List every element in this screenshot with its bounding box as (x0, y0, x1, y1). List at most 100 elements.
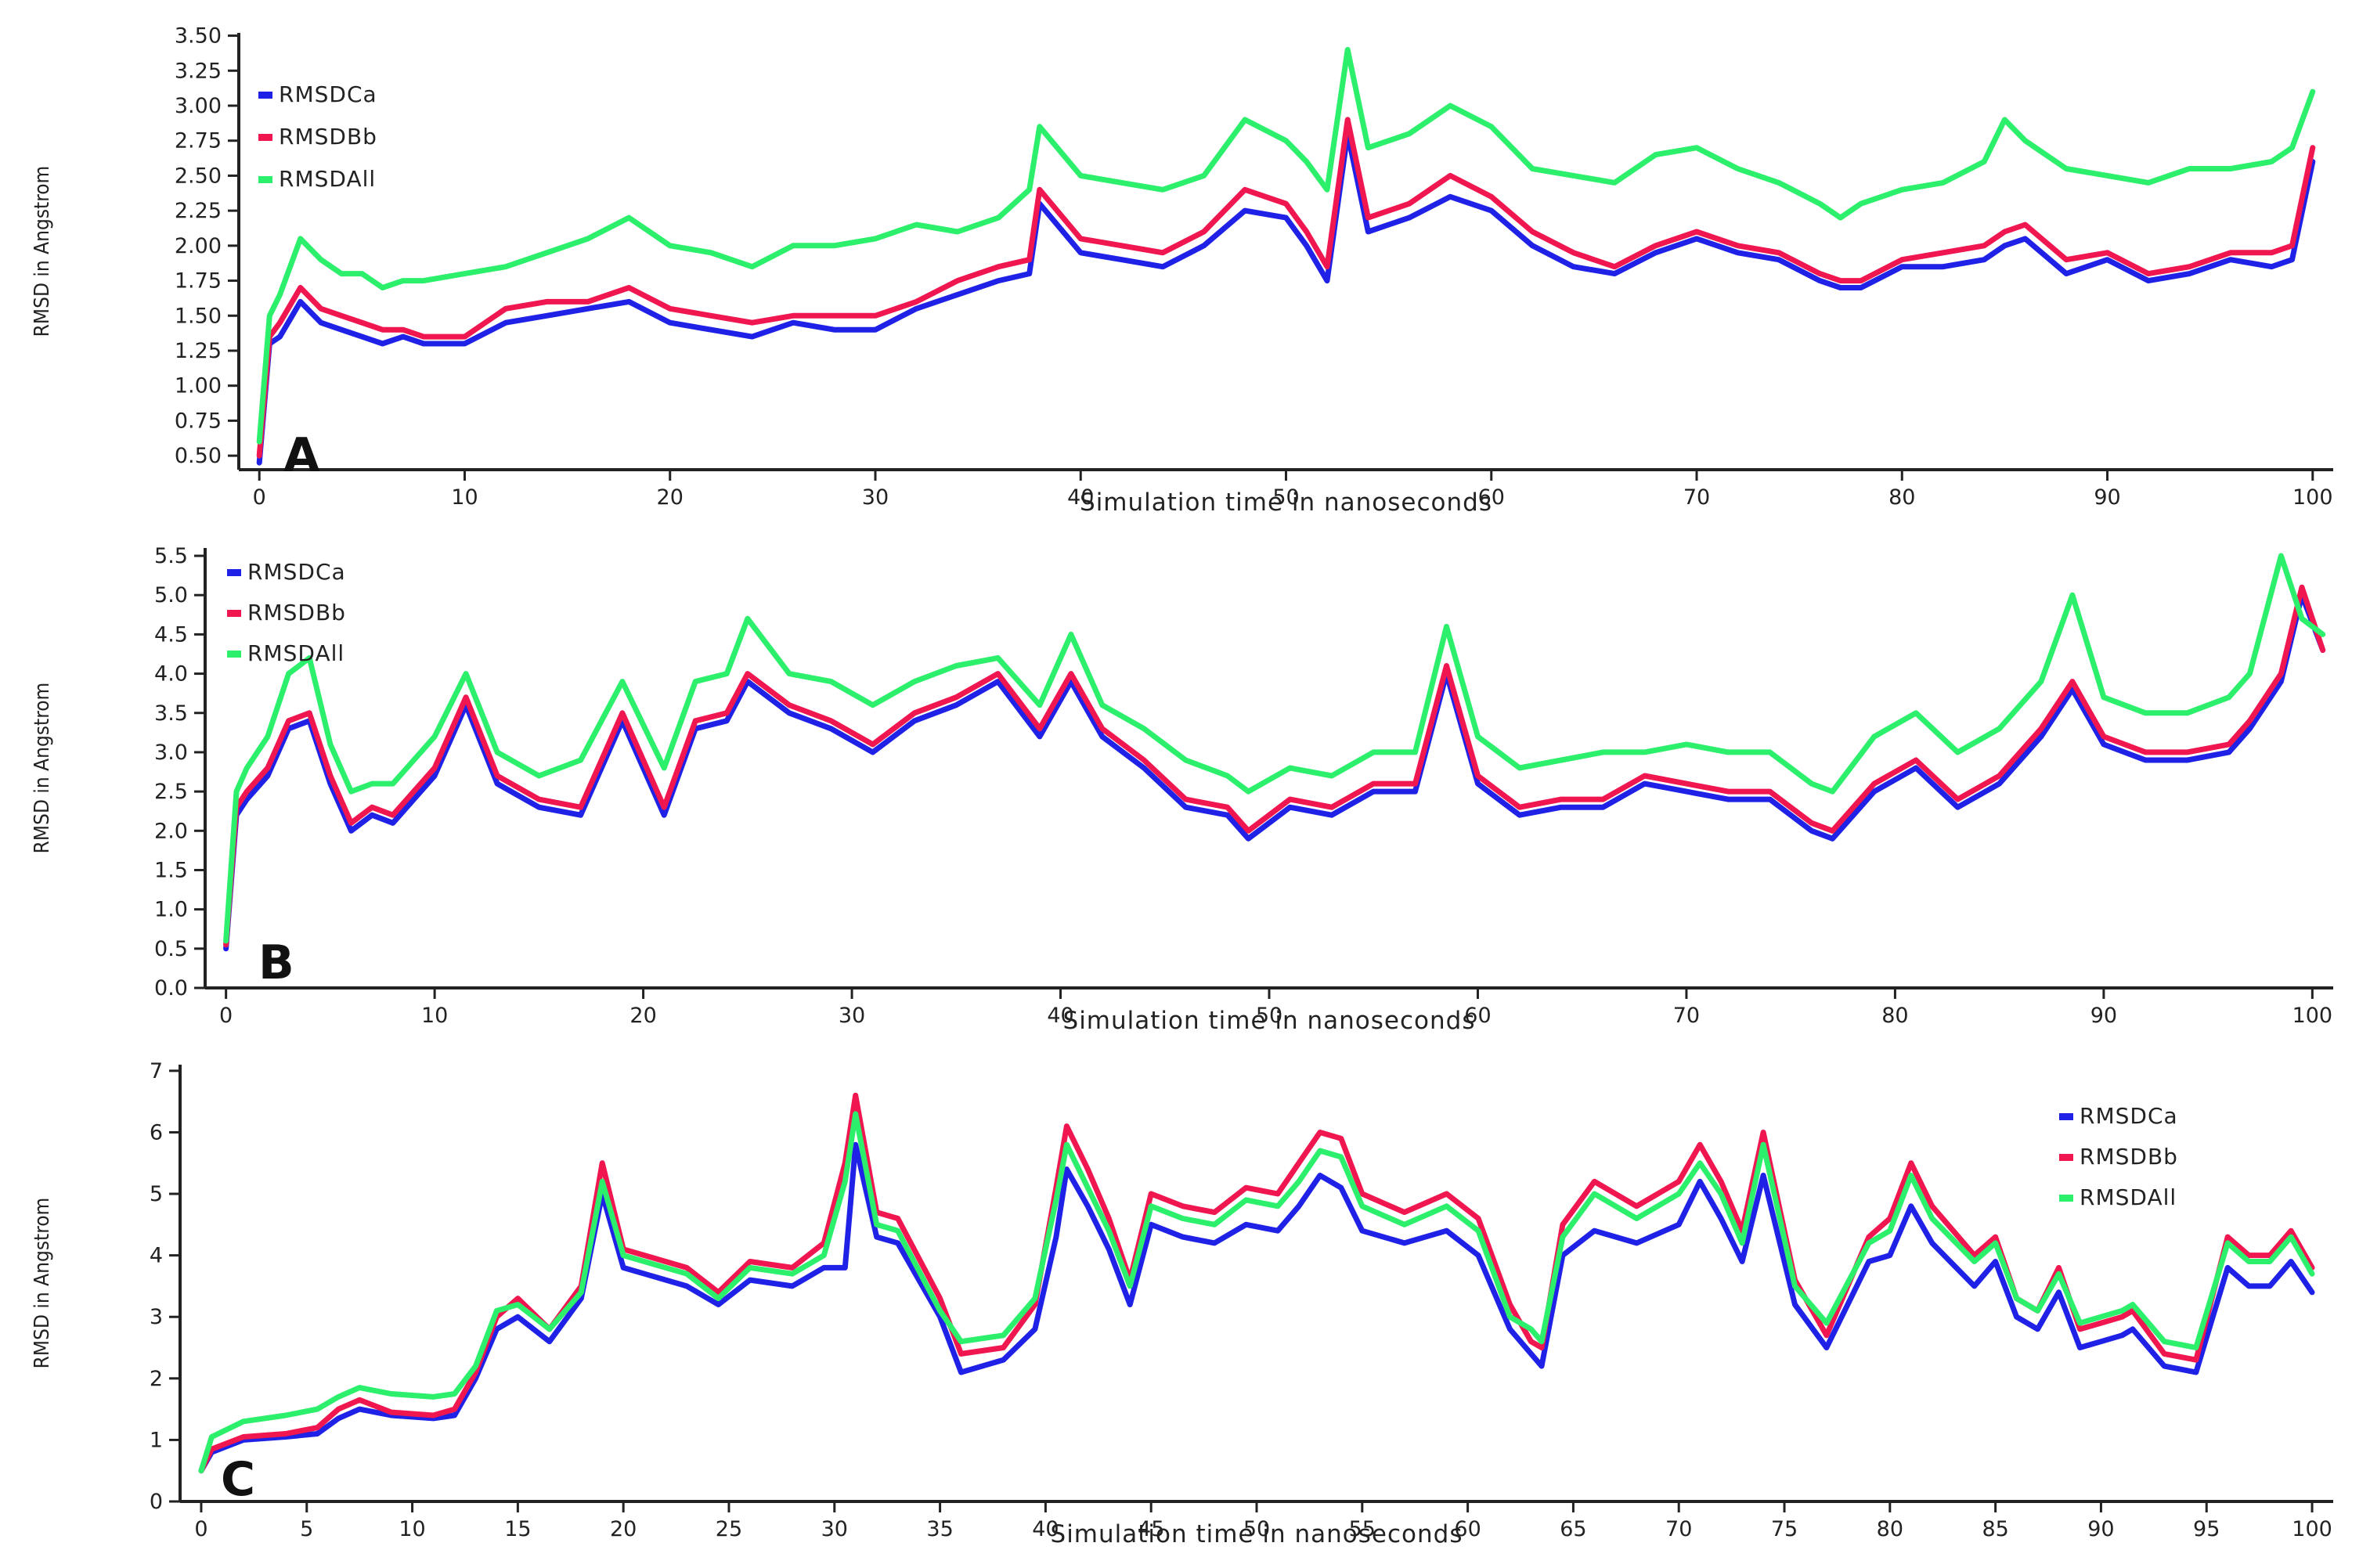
legend-swatch-rmsdca (227, 569, 241, 576)
y-axis-title: RMSD in Angstrom (31, 683, 54, 854)
x-tick-label: 80 (1877, 1517, 1903, 1541)
x-tick-label: 50 (1243, 1517, 1270, 1541)
x-tick-label: 0 (194, 1517, 207, 1541)
y-tick-label: 6 (150, 1120, 163, 1144)
x-tick-label: 45 (1138, 1517, 1164, 1541)
x-tick-label: 90 (2090, 1004, 2117, 1028)
y-axis-title: RMSD in Angstrom (31, 1198, 54, 1369)
y-tick-label: 1.00 (175, 374, 222, 398)
y-tick-label: 1.50 (175, 304, 222, 328)
legend-swatch-rmsdbb (2059, 1154, 2073, 1161)
x-tick-label: 70 (1665, 1517, 1692, 1541)
series-line-rmsdbb (256, 117, 2316, 459)
y-tick-label: 7 (150, 1059, 163, 1083)
x-axis-title: Simulation time in nanoseconds (1051, 1520, 1463, 1548)
y-tick-label: 1.0 (154, 898, 188, 922)
y-tick-label: 5.5 (154, 544, 188, 568)
x-tick-label: 10 (451, 485, 478, 510)
x-tick-label: 0 (253, 485, 266, 510)
series-line-rmsdca (198, 1141, 2315, 1474)
legend-swatch-rmsdbb (258, 134, 272, 141)
x-tick-label: 70 (1683, 485, 1710, 510)
x-axis-title: Simulation time in nanoseconds (1063, 1007, 1476, 1035)
x-tick-label: 40 (1067, 485, 1094, 510)
x-tick-label: 50 (1272, 485, 1299, 510)
chart-panel-b: 0.0 0.5 1.0 1.5 2.0 2.5 3.0 3.5 4.0 4.5 5.0 5.5 0 10 2… (31, 544, 2333, 1035)
x-tick-label: 60 (1464, 1004, 1491, 1028)
y-tick-label: 3.5 (154, 701, 188, 726)
y-tick-label: 0 (150, 1490, 163, 1514)
y-tick-label: 3.25 (175, 59, 222, 83)
series-line-rmsdbb (223, 584, 2326, 948)
y-tick-label: 1.25 (175, 339, 222, 363)
x-tick-label: 95 (2193, 1517, 2220, 1541)
x-tick-label: 100 (2292, 1517, 2332, 1541)
legend-label-rmsdca: RMSDCa (279, 81, 377, 107)
y-tick-label: 5.0 (154, 583, 188, 607)
x-tick-label: 40 (1047, 1004, 1073, 1028)
y-tick-label: 2.75 (175, 129, 222, 153)
series-line-rmsdall (223, 553, 2326, 944)
x-tick-label: 50 (1256, 1004, 1282, 1028)
x-tick-label: 15 (504, 1517, 531, 1541)
x-tick-label: 100 (2292, 485, 2333, 510)
x-tick-label: 40 (1032, 1517, 1059, 1541)
y-tick-label: 0.5 (154, 937, 188, 961)
legend-label-rmsdca: RMSDCa (247, 559, 346, 585)
x-tick-label: 0 (219, 1004, 233, 1028)
legend-label-rmsdall: RMSDAll (2080, 1184, 2177, 1210)
x-tick-label: 80 (1888, 485, 1915, 510)
x-tick-label: 30 (821, 1517, 848, 1541)
chart-panel-a: 0.50 0.75 1.00 1.25 1.50 1.75 2.00 2.25 2.50 2.75… (31, 24, 2333, 517)
x-tick-label: 100 (2292, 1004, 2333, 1028)
x-tick-label: 55 (1349, 1517, 1376, 1541)
x-tick-label: 10 (399, 1517, 425, 1541)
x-tick-label: 90 (2087, 1517, 2114, 1541)
legend-label-rmsdbb: RMSDBb (247, 600, 346, 625)
legend-swatch-rmsdbb (227, 610, 241, 617)
series-line-rmsdall (198, 1111, 2315, 1474)
y-axis-title: RMSD in Angstrom (31, 166, 54, 337)
series-line-rmsdbb (198, 1092, 2315, 1474)
x-tick-label: 5 (300, 1517, 313, 1541)
x-tick-label: 70 (1673, 1004, 1700, 1028)
y-tick-label: 2.50 (175, 164, 222, 188)
y-tick-label: 4 (150, 1244, 163, 1268)
legend-swatch-rmsdca (258, 92, 272, 99)
legend-swatch-rmsdall (258, 176, 272, 183)
y-tick-label: 3.50 (175, 24, 222, 49)
x-tick-label: 30 (839, 1004, 865, 1028)
x-tick-label: 10 (421, 1004, 448, 1028)
x-tick-label: 30 (862, 485, 889, 510)
y-tick-label: 3 (150, 1305, 163, 1329)
x-tick-label: 90 (2094, 485, 2120, 510)
y-tick-label: 1 (150, 1428, 163, 1452)
x-tick-label: 75 (1771, 1517, 1798, 1541)
x-tick-label: 20 (629, 1004, 656, 1028)
y-tick-label: 0.50 (175, 444, 222, 468)
y-tick-label: 2.25 (175, 199, 222, 223)
legend-label-rmsdca: RMSDCa (2080, 1103, 2178, 1129)
y-tick-label: 4.0 (154, 662, 188, 687)
panel-letter: B (258, 935, 294, 990)
x-tick-label: 65 (1560, 1517, 1586, 1541)
x-tick-label: 25 (716, 1517, 742, 1541)
y-tick-label: 2.0 (154, 819, 188, 843)
x-tick-label: 80 (1881, 1004, 1908, 1028)
x-tick-label: 20 (657, 485, 684, 510)
panel-letter: A (283, 428, 320, 483)
x-tick-label: 60 (1454, 1517, 1481, 1541)
x-axis-title: Simulation time in nanoseconds (1080, 488, 1492, 517)
y-tick-label: 0.75 (175, 409, 222, 433)
x-tick-label: 85 (1982, 1517, 2008, 1541)
legend-label-rmsdbb: RMSDBb (2080, 1144, 2178, 1170)
legend-label-rmsdall: RMSDAll (247, 640, 344, 666)
y-tick-label: 3.00 (175, 94, 222, 118)
y-tick-label: 3.0 (154, 741, 188, 765)
y-tick-label: 2.5 (154, 780, 188, 804)
series-line-rmsdca (223, 592, 2326, 952)
series-line-rmsdca (256, 131, 2316, 466)
legend-label-rmsdbb: RMSDBb (279, 124, 377, 150)
legend-swatch-rmsdall (227, 651, 241, 658)
